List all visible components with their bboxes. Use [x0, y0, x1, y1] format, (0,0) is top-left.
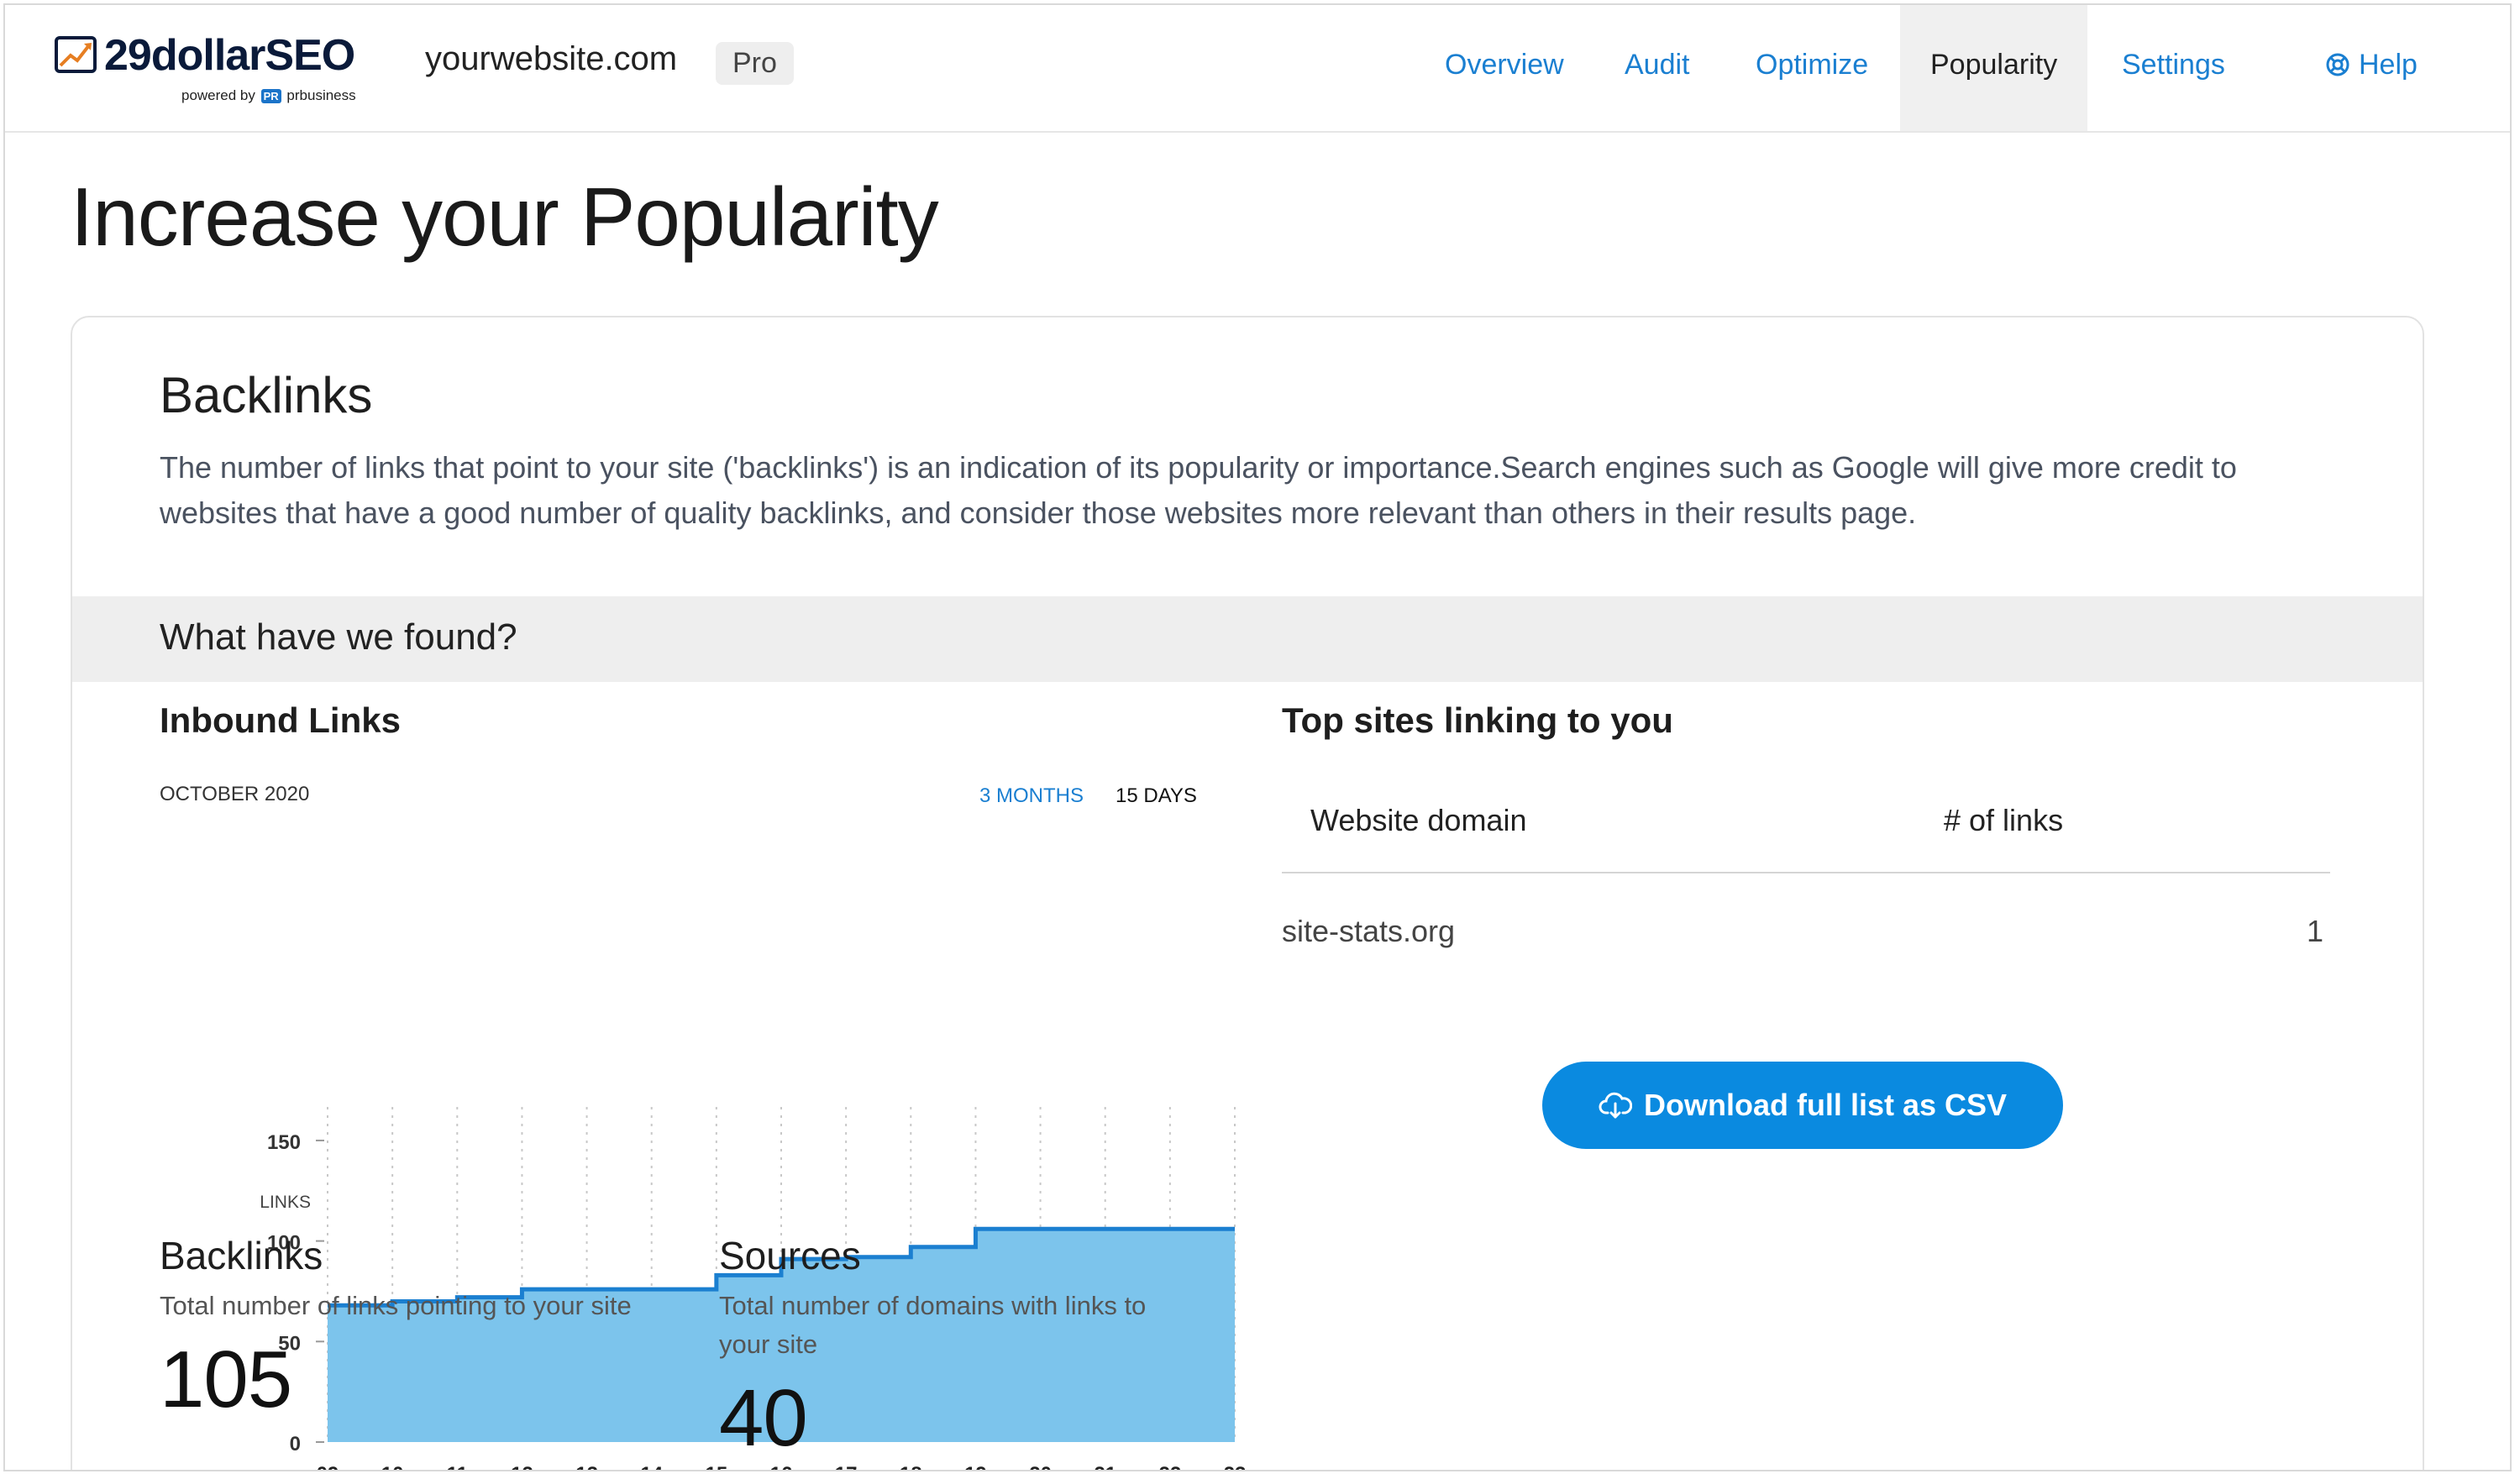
table-header-divider	[1282, 872, 2330, 873]
sources-stat: Sources Total number of domains with lin…	[719, 1233, 1189, 1465]
backlinks-stat: Backlinks Total number of links pointing…	[160, 1233, 664, 1426]
findings-header: What have we found?	[72, 596, 2423, 682]
x-tick-label: 10	[381, 1463, 404, 1471]
inbound-links-chart: 0 50 100 150 LINKS 09 10 11 12 13 14 15 16 17 18 19 20 21…	[260, 1107, 1247, 1471]
sources-stat-description: Total number of domains with links to yo…	[719, 1291, 1147, 1359]
y-tick-label: 0	[290, 1433, 301, 1455]
x-tick-label: 19	[964, 1463, 987, 1471]
x-tick-label: 15	[706, 1463, 728, 1471]
chart-logo-icon	[55, 36, 97, 73]
help-link[interactable]: Help	[2325, 5, 2418, 131]
x-tick-label: 20	[1029, 1463, 1052, 1471]
logo-partner: prbusiness	[286, 87, 356, 103]
backlinks-stat-description: Total number of links pointing to your s…	[160, 1291, 632, 1320]
table-row-link-count: 1	[2307, 914, 2324, 948]
logo-pr-badge: PR	[260, 89, 281, 103]
x-tick-label: 16	[770, 1463, 793, 1471]
column-header-domain: Website domain	[1310, 803, 1527, 837]
download-csv-label: Download full list as CSV	[1643, 1088, 2008, 1122]
x-tick-label: 21	[1094, 1463, 1116, 1471]
y-tick-label: 100	[267, 1232, 301, 1255]
x-tick-label: 12	[511, 1463, 533, 1471]
area-series-line	[328, 1226, 1235, 1308]
help-label: Help	[2359, 49, 2418, 81]
website-name[interactable]: yourwebsite.com	[425, 40, 678, 77]
browser-frame: 29dollarSEO powered by PR prbusiness you…	[3, 3, 2512, 1471]
nav-optimize[interactable]: Optimize	[1756, 49, 1869, 81]
table-row-domain[interactable]: site-stats.org	[1282, 914, 1456, 948]
logo-powered-by: powered by	[181, 87, 255, 103]
range-3-months-button[interactable]: 3 MONTHS	[979, 784, 1084, 807]
x-tick-label: 23	[1224, 1463, 1247, 1471]
plan-badge: Pro	[716, 42, 794, 85]
area-series	[328, 1229, 1235, 1442]
x-tick-label: 09	[317, 1463, 339, 1471]
nav-overview[interactable]: Overview	[1445, 49, 1564, 81]
page-title: Increase your Popularity	[71, 170, 939, 263]
nav-popularity[interactable]: Popularity	[1900, 5, 2088, 131]
backlinks-description: The number of links that point to your s…	[160, 450, 2237, 530]
x-tick-label: 11	[447, 1463, 468, 1471]
download-csv-button[interactable]: Download full list as CSV	[1542, 1062, 2063, 1149]
top-sites-title: Top sites linking to you	[1282, 700, 1673, 740]
findings-title: What have we found?	[160, 616, 517, 658]
nav-audit[interactable]: Audit	[1625, 49, 1690, 81]
chart-month-label: OCTOBER 2020	[160, 783, 310, 805]
column-header-links: # of links	[1944, 803, 2064, 837]
lifebuoy-icon	[2326, 53, 2349, 76]
logo-tagline: powered by PR prbusiness	[181, 87, 356, 104]
backlinks-stat-value: 105	[160, 1335, 292, 1424]
range-15-days-button[interactable]: 15 DAYS	[1116, 784, 1197, 807]
inbound-links-title: Inbound Links	[160, 700, 401, 740]
backlinks-heading: Backlinks	[160, 367, 373, 423]
x-tick-label: 14	[640, 1463, 663, 1471]
y-axis-label: LINKS	[260, 1193, 311, 1212]
backlinks-stat-title: Backlinks	[160, 1234, 323, 1277]
x-tick-label: 22	[1159, 1463, 1182, 1471]
nav-settings[interactable]: Settings	[2122, 49, 2225, 81]
sources-stat-title: Sources	[719, 1234, 861, 1277]
y-tick-label: 50	[278, 1332, 301, 1355]
sources-stat-value: 40	[719, 1373, 808, 1463]
y-tick-label: 150	[267, 1131, 301, 1154]
top-navigation-bar: 29dollarSEO powered by PR prbusiness you…	[5, 5, 2510, 133]
x-tick-label: 18	[900, 1463, 922, 1471]
backlinks-card: Backlinks The number of links that point…	[71, 316, 2424, 1471]
x-tick-label: 17	[835, 1463, 858, 1471]
x-tick-label: 13	[575, 1463, 598, 1471]
logo-wordmark: 29dollarSEO	[104, 31, 355, 80]
cloud-download-icon	[1599, 1092, 1632, 1119]
